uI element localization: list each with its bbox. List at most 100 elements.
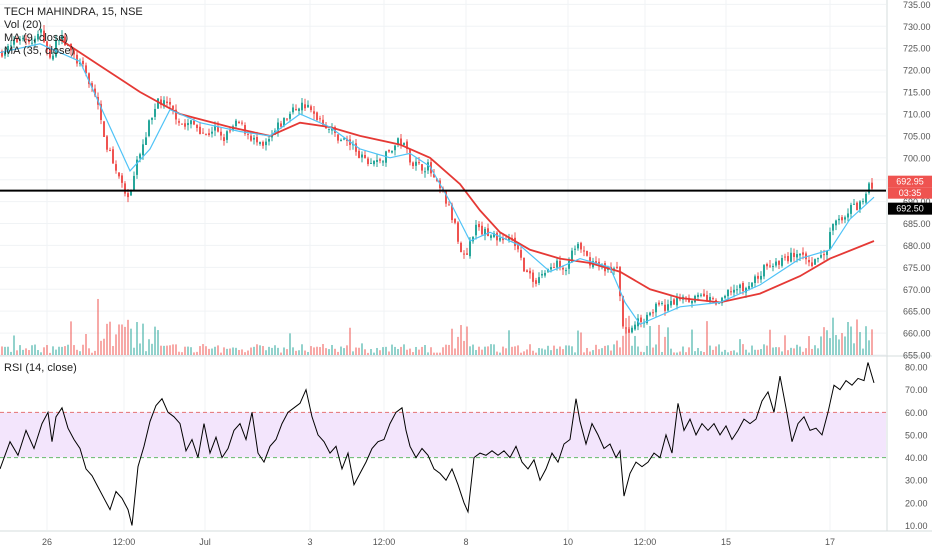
- volume-bar: [772, 347, 774, 355]
- candle-body: [871, 182, 873, 189]
- volume-bar: [346, 345, 348, 355]
- volume-bar: [49, 352, 51, 355]
- candle-body: [793, 252, 795, 257]
- candle-body: [406, 141, 408, 149]
- volume-bar: [454, 348, 456, 355]
- price-tick-label: 675.00: [903, 263, 931, 273]
- time-tick-label: 12:00: [634, 537, 657, 547]
- time-tick-label: 8: [463, 537, 468, 547]
- candle-body: [490, 235, 492, 238]
- volume-bar: [577, 330, 579, 355]
- candle-body: [49, 48, 51, 58]
- candle-body: [835, 220, 837, 226]
- candle-body: [169, 101, 171, 105]
- rsi-title[interactable]: RSI (14, close): [4, 362, 77, 374]
- volume-bar: [235, 347, 237, 355]
- price-tick-label: 725.00: [903, 44, 931, 54]
- volume-bar: [151, 343, 153, 355]
- volume-bar: [838, 339, 840, 355]
- price-tick-label: 730.00: [903, 22, 931, 32]
- rsi-tick-label: 50.00: [905, 430, 928, 440]
- candle-body: [43, 30, 45, 42]
- volume-bar: [31, 345, 33, 355]
- volume-bar: [427, 352, 429, 355]
- volume-bar: [79, 351, 81, 355]
- candle-body: [418, 162, 420, 164]
- candle-body: [100, 103, 102, 120]
- volume-bar: [268, 346, 270, 355]
- price-tick-label: 705.00: [903, 131, 931, 141]
- candle-body: [220, 131, 222, 136]
- volume-bar: [511, 346, 513, 355]
- candle-body: [667, 304, 669, 311]
- candle-body: [13, 39, 15, 45]
- candle-body: [760, 275, 762, 280]
- candle-body: [595, 261, 597, 264]
- volume-bar: [781, 351, 783, 355]
- candle-body: [811, 262, 813, 267]
- volume-bar: [397, 348, 399, 355]
- volume-bar: [115, 334, 117, 355]
- candle-body: [478, 224, 480, 228]
- candle-body: [868, 183, 870, 193]
- candle-body: [115, 164, 117, 171]
- ma-slow-legend[interactable]: MA (35, close): [4, 45, 75, 57]
- volume-bar: [715, 346, 717, 355]
- volume-bar: [589, 351, 591, 355]
- volume-bar: [337, 351, 339, 355]
- candle-body: [784, 256, 786, 258]
- volume-bar: [379, 350, 381, 355]
- candle-body: [1, 51, 3, 57]
- vol-legend[interactable]: Vol (20): [4, 19, 42, 31]
- volume-bar: [295, 350, 297, 355]
- time-tick-label: 12:00: [373, 537, 396, 547]
- last-price-tag: 692.95: [896, 177, 924, 187]
- candle-body: [130, 191, 132, 196]
- volume-bar: [862, 348, 864, 355]
- volume-bar: [505, 348, 507, 355]
- candle-body: [301, 102, 303, 111]
- volume-bar: [223, 347, 225, 355]
- rsi-band: [0, 412, 886, 458]
- volume-bar: [733, 350, 735, 355]
- candle-body: [190, 120, 192, 125]
- candle-body: [91, 83, 93, 88]
- volume-bar: [373, 352, 375, 355]
- volume-bar: [37, 350, 39, 355]
- volume-bar: [238, 349, 240, 355]
- volume-bar: [4, 346, 6, 355]
- time-tick-label: 3: [307, 537, 312, 547]
- volume-bar: [520, 352, 522, 355]
- candle-body: [739, 284, 741, 289]
- volume-bar: [448, 344, 450, 355]
- candle-body: [295, 109, 297, 111]
- volume-bar: [196, 351, 198, 355]
- volume-bar: [298, 350, 300, 355]
- volume-bar: [421, 346, 423, 355]
- volume-bar: [382, 347, 384, 355]
- volume-bar: [46, 345, 48, 355]
- volume-bar: [307, 351, 309, 355]
- volume-bar: [61, 346, 63, 355]
- volume-bar: [445, 344, 447, 355]
- volume-bar: [817, 348, 819, 355]
- volume-bar: [34, 344, 36, 355]
- candle-body: [754, 276, 756, 283]
- volume-bar: [493, 344, 495, 355]
- ma-fast-legend[interactable]: MA (9, close): [4, 32, 69, 44]
- candle-body: [298, 108, 300, 111]
- volume-bar: [121, 324, 123, 355]
- candle-body: [40, 29, 42, 33]
- volume-bar: [514, 346, 516, 355]
- volume-bar: [265, 350, 267, 355]
- candle-body: [499, 237, 501, 241]
- candle-body: [583, 250, 585, 252]
- volume-bar: [559, 346, 561, 355]
- candle-body: [226, 131, 228, 140]
- symbol-title[interactable]: TECH MAHINDRA, 15, NSE: [4, 6, 143, 18]
- volume-bar: [625, 318, 627, 355]
- volume-bar: [508, 330, 510, 355]
- volume-bar: [85, 334, 87, 355]
